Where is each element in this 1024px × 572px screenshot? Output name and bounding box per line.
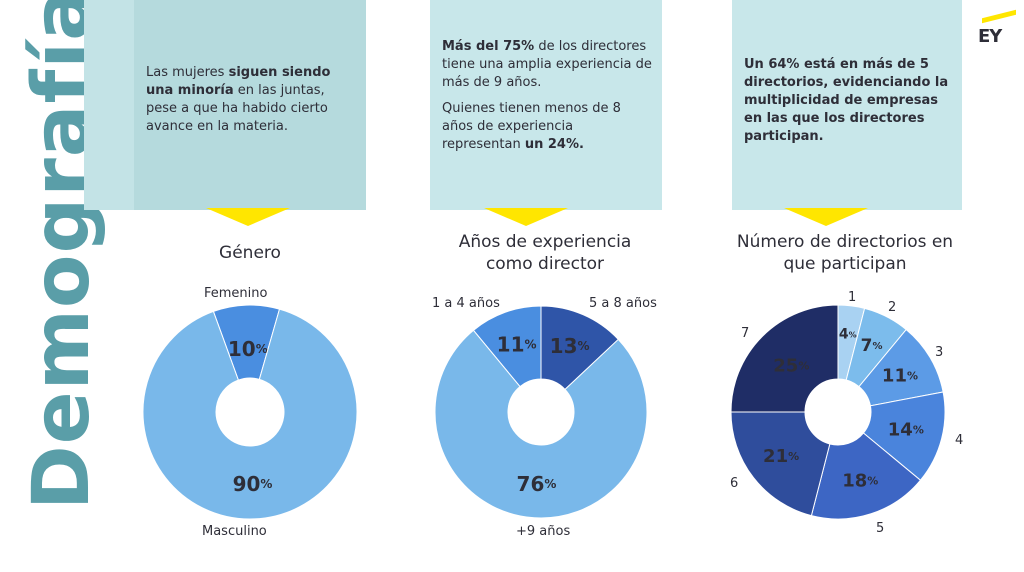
label-1-a-4: 1 a 4 años [432,296,500,311]
donut-2-value-6: 25% [773,355,809,376]
label-dir-3: 3 [935,345,944,360]
chart-directorios-title: Número de directorios en que participan [736,232,954,274]
donut-1-slice-1 [540,305,619,391]
donut-2-value-0: 4% [839,327,857,343]
label-dir-1: 1 [848,290,857,305]
donut-0-slice-1 [142,308,358,520]
donut-0-value-1: 90% [233,472,273,496]
label-dir-7: 7 [741,326,750,341]
donut-1-slice-2 [434,329,648,519]
donut-1-value-1: 13% [550,334,590,358]
label-dir-2: 2 [888,300,897,315]
label-femenino: Femenino [204,286,268,301]
panel-directorios: Un 64% está en más de 5 directorios, evi… [732,0,962,210]
label-9-mas: +9 años [516,524,571,539]
donut-2-value-5: 21% [763,446,799,467]
donut-2-value-3: 14% [888,419,924,440]
donut-2-slice-5 [730,411,831,517]
donut-2-slice-4 [810,432,922,520]
label-dir-6: 6 [730,476,739,491]
donut-2-value-1: 7% [861,336,883,356]
panel-directorios-pointer [784,208,868,226]
panel-experiencia-text: Más del 75% de los directores tiene una … [442,39,652,152]
chart-genero-title: Género [219,243,281,263]
label-dir-4: 4 [955,433,964,448]
chart-experiencia-title: Años de experiencia como director [458,232,632,274]
panel-experiencia-pointer [484,208,568,226]
donut-0-value-0: 10% [228,337,268,361]
panel-genero-pointer [206,208,290,226]
donut-1-value-2: 76% [517,472,557,496]
donut-1-value-0: 11% [497,332,537,356]
donut-2-slice-6 [730,304,839,413]
label-masculino: Masculino [202,524,267,539]
ey-logo: EY [978,9,1018,48]
donut-2-value-4: 18% [842,470,878,491]
panel-genero-box [134,0,366,210]
panel-directorios-text: Un 64% está en más de 5 directorios, evi… [744,57,949,144]
panel-genero: Las mujeres siguen siendo una minoría en… [84,0,366,210]
panel-genero-text: Las mujeres siguen siendo una minoría en… [146,65,331,134]
label-dir-5: 5 [876,521,885,536]
label-5-a-8: 5 a 8 años [589,296,657,311]
ey-logo-text: EY [978,26,1002,47]
panel-experiencia: Más del 75% de los directores tiene una … [430,0,662,210]
donut-2-value-2: 11% [882,365,918,386]
